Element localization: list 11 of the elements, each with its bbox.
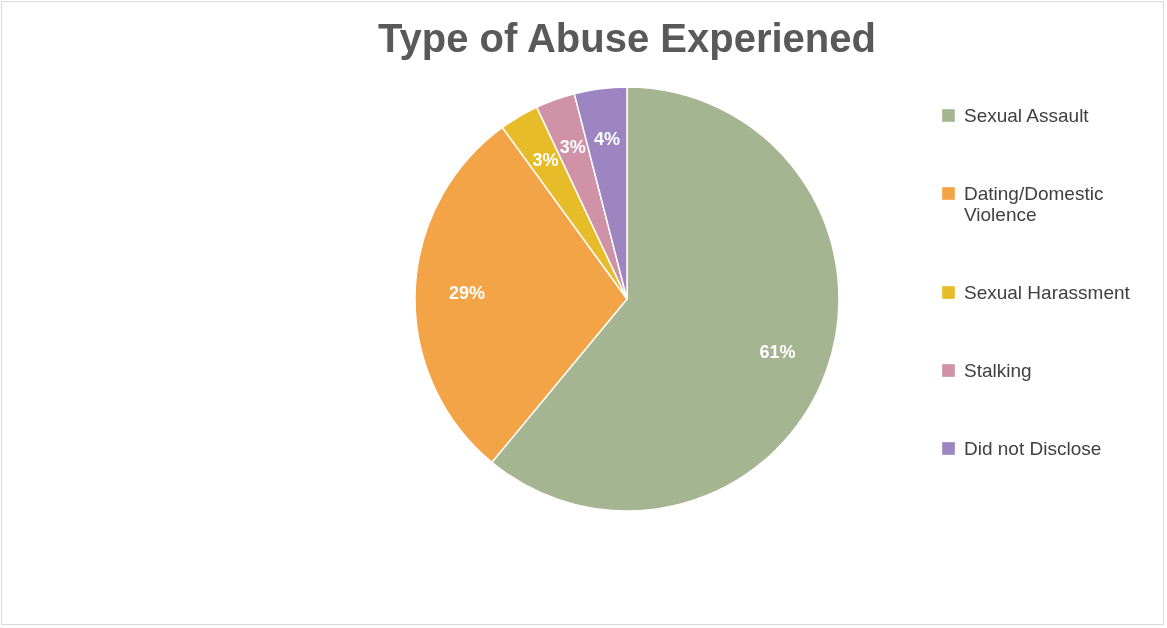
data-label: 3%	[532, 150, 559, 171]
chart-title: Type of Abuse Experiened	[378, 16, 876, 60]
data-label: 29%	[449, 282, 486, 303]
data-label: 4%	[593, 129, 620, 150]
data-label: 3%	[559, 137, 586, 158]
legend-label: Dating/Domestic Violence	[964, 182, 1104, 225]
legend-label: Sexual Assault	[964, 104, 1090, 126]
legend-label: Sexual Harassment	[964, 281, 1131, 303]
data-label: 61%	[759, 342, 796, 363]
legend-label: Did not Disclose	[964, 437, 1102, 459]
legend-label: Stalking	[964, 359, 1032, 381]
